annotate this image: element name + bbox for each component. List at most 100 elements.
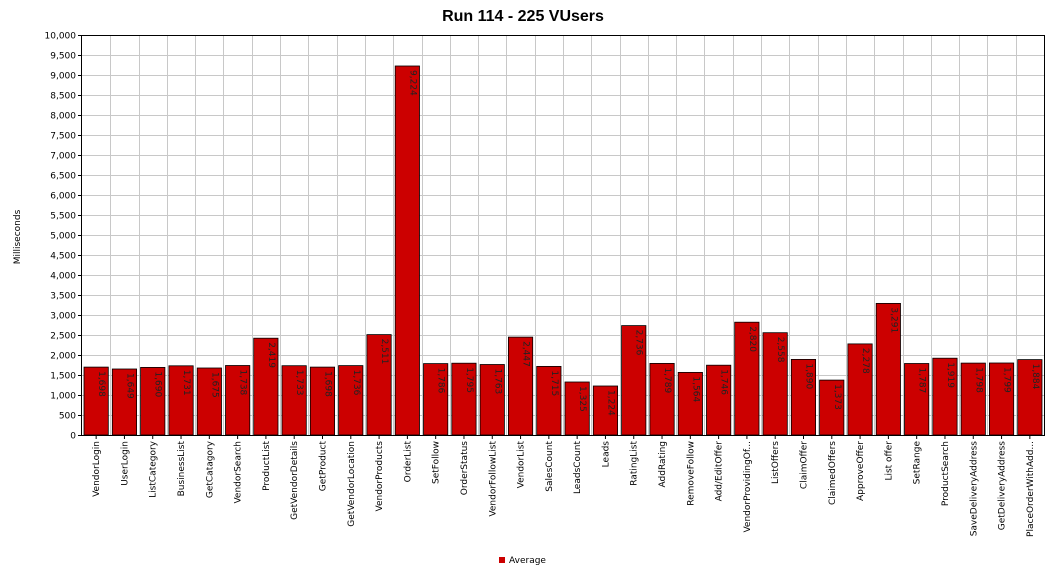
y-tick-label: 6,500 bbox=[50, 172, 76, 182]
x-tick-label: VendorLogin bbox=[92, 441, 102, 497]
grid-lines bbox=[82, 35, 1044, 435]
bar bbox=[111, 368, 138, 436]
bar-value-label: 1,786 bbox=[436, 368, 446, 394]
y-tick-label: 7,500 bbox=[50, 132, 76, 142]
x-axis-ticks: VendorLogin UserLogin ListCategory Business… bbox=[92, 435, 1036, 537]
bar-value-label: 1,224 bbox=[605, 390, 615, 416]
x-tick-label: GetVendorDetails bbox=[290, 441, 300, 520]
y-axis-ticks: 0 500 1,000 1,500 2,000 2,500 3,000 3,500 4,000 4… bbox=[45, 32, 82, 442]
y-tick-label: 0 bbox=[70, 432, 76, 442]
bar-value-label: 1,787 bbox=[917, 368, 927, 394]
y-tick-label: 1,000 bbox=[50, 392, 76, 402]
bar-value-label: 2,736 bbox=[634, 330, 644, 356]
bar bbox=[904, 363, 930, 436]
bar bbox=[253, 337, 279, 436]
bar bbox=[790, 358, 816, 436]
bar-value-label: 2,820 bbox=[747, 326, 757, 352]
bar-value-label: 1,715 bbox=[549, 370, 559, 396]
bar bbox=[762, 332, 788, 436]
x-tick-label: SetRange bbox=[913, 441, 923, 485]
bar-value-label: 3,291 bbox=[888, 307, 898, 333]
y-tick-label: 8,500 bbox=[50, 92, 76, 102]
x-tick-label: GetDeliveryAddress bbox=[998, 441, 1008, 531]
bar bbox=[394, 65, 420, 436]
bar bbox=[592, 385, 618, 436]
bar bbox=[847, 343, 873, 436]
x-tick-label: VendorFollowList bbox=[488, 441, 498, 517]
y-tick-label: 7,000 bbox=[50, 152, 76, 162]
bar-value-label: 1,736 bbox=[351, 370, 361, 396]
bar bbox=[706, 364, 732, 436]
bar-value-label: 1,919 bbox=[945, 362, 955, 388]
bar bbox=[83, 366, 109, 436]
bar bbox=[960, 362, 986, 436]
bar bbox=[536, 365, 562, 436]
x-tick-label: Add/EditOffer bbox=[715, 441, 725, 502]
chart-title: Run 114 - 225 VUsers bbox=[442, 8, 604, 25]
bar bbox=[734, 321, 760, 436]
y-tick-label: 2,000 bbox=[50, 352, 76, 362]
bar-value-label: 1,373 bbox=[832, 384, 842, 410]
x-tick-label: ClaimOffer bbox=[800, 441, 810, 489]
bar-value-label: 1,738 bbox=[238, 370, 248, 396]
x-tick-label: VendorSearch bbox=[234, 441, 244, 504]
bar-value-label: 1,789 bbox=[662, 367, 672, 393]
bar-value-label: 1,763 bbox=[492, 369, 502, 395]
x-tick-label: ProductSearch bbox=[941, 441, 951, 506]
y-tick-label: 10,000 bbox=[45, 32, 77, 42]
bar-value-label: 2,419 bbox=[266, 342, 276, 368]
x-tick-label: GetCatagory bbox=[205, 440, 215, 498]
bar bbox=[621, 325, 647, 436]
bar-value-label: 2,558 bbox=[775, 337, 785, 363]
y-axis-label: Milliseconds bbox=[13, 209, 23, 264]
x-tick-label: VendorList bbox=[517, 441, 527, 489]
x-tick-label: VendorProducts bbox=[375, 441, 385, 512]
x-tick-label: GetProduct bbox=[319, 441, 329, 492]
x-tick-label: SetFollow bbox=[432, 441, 442, 484]
x-tick-label: List offer bbox=[884, 441, 894, 481]
legend-label: Average bbox=[509, 556, 546, 566]
y-tick-label: 9,000 bbox=[50, 72, 76, 82]
y-tick-label: 8,000 bbox=[50, 112, 76, 122]
x-tick-label: OrderStatus bbox=[460, 441, 470, 496]
y-tick-label: 1,500 bbox=[50, 372, 76, 382]
bar-value-label: 1,733 bbox=[294, 370, 304, 396]
bar-value-label: 1,795 bbox=[464, 367, 474, 393]
bar bbox=[564, 381, 590, 436]
bar bbox=[309, 366, 335, 436]
bar-value-label: 1,746 bbox=[719, 369, 729, 395]
x-tick-label: UserLogin bbox=[120, 441, 130, 486]
bar-value-label: 1,325 bbox=[577, 386, 587, 412]
legend-swatch bbox=[499, 557, 505, 563]
bar-value-label: 1,675 bbox=[209, 372, 219, 398]
x-tick-label: ClaimedOffers bbox=[828, 441, 838, 505]
bar bbox=[1017, 359, 1043, 436]
y-tick-label: 4,000 bbox=[50, 272, 76, 282]
bar-value-label: 9,224 bbox=[407, 70, 417, 96]
bar bbox=[281, 365, 307, 436]
y-tick-label: 5,000 bbox=[50, 232, 76, 242]
y-tick-label: 3,500 bbox=[50, 292, 76, 302]
x-tick-label: PlaceOrderWithAdd... bbox=[1026, 441, 1036, 537]
bar-value-label: 1,649 bbox=[124, 373, 134, 399]
y-tick-label: 2,500 bbox=[50, 332, 76, 342]
bar-value-label: 1,698 bbox=[323, 371, 333, 397]
x-tick-label: ProductList bbox=[262, 441, 272, 491]
bar bbox=[649, 362, 675, 436]
x-tick-label: RemoveFollow bbox=[686, 441, 696, 506]
x-tick-label: AddRating bbox=[658, 441, 668, 487]
x-tick-label: LeadsCount bbox=[573, 441, 583, 495]
x-tick-label: Leads bbox=[601, 441, 611, 468]
y-tick-label: 4,500 bbox=[50, 252, 76, 262]
x-tick-label: OrderList bbox=[403, 441, 413, 483]
y-tick-label: 3,000 bbox=[50, 312, 76, 322]
bar bbox=[366, 334, 392, 436]
bar bbox=[819, 379, 845, 436]
bar-value-label: 1,799 bbox=[1002, 367, 1012, 393]
bar-value-label: 1,564 bbox=[690, 376, 700, 402]
x-tick-label: ListOffers bbox=[771, 441, 781, 484]
bar bbox=[875, 302, 901, 436]
legend: Average bbox=[499, 556, 546, 566]
bar-value-label: 1,690 bbox=[153, 371, 163, 397]
bar bbox=[932, 357, 958, 436]
